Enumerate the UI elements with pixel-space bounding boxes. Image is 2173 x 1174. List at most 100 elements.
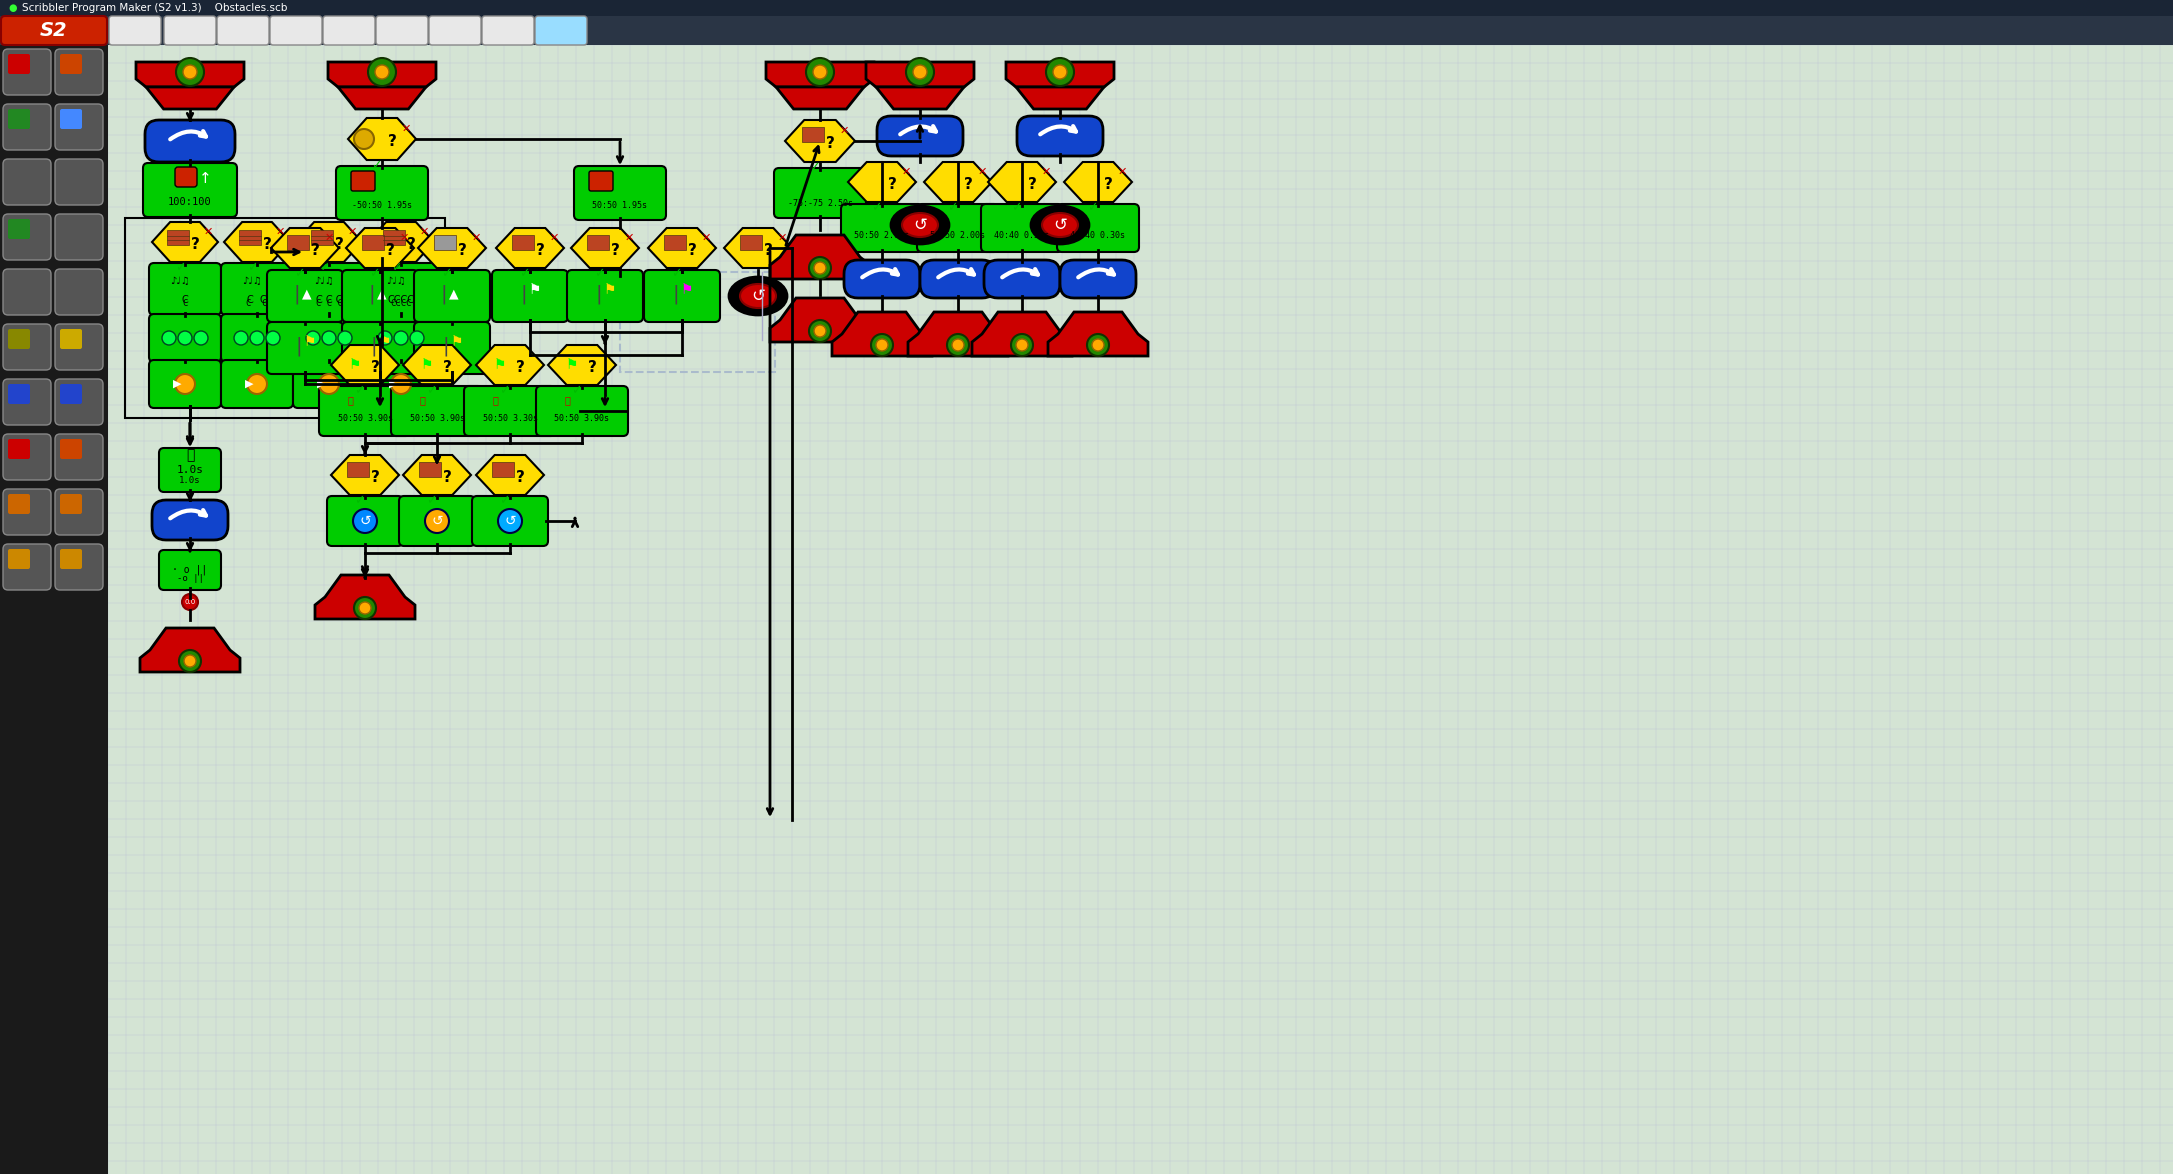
Circle shape <box>322 331 337 345</box>
Text: S2: S2 <box>39 20 67 40</box>
Text: 40:40 0.50s: 40:40 0.50s <box>995 230 1050 239</box>
Text: ?: ? <box>191 236 200 251</box>
Text: |: | <box>522 284 528 304</box>
Text: ✓: ✓ <box>296 268 304 281</box>
FancyBboxPatch shape <box>9 549 30 569</box>
Text: ?: ? <box>515 470 524 485</box>
Text: ↺: ↺ <box>913 216 928 234</box>
Text: ✕: ✕ <box>204 227 213 237</box>
Text: ↺: ↺ <box>430 514 443 528</box>
Text: ✓: ✓ <box>571 385 582 398</box>
FancyBboxPatch shape <box>2 434 50 480</box>
FancyBboxPatch shape <box>9 494 30 514</box>
Polygon shape <box>137 62 243 87</box>
FancyBboxPatch shape <box>61 54 83 74</box>
Circle shape <box>871 333 893 356</box>
FancyBboxPatch shape <box>167 230 189 245</box>
Circle shape <box>1045 58 1073 86</box>
Text: ?: ? <box>372 359 380 375</box>
FancyBboxPatch shape <box>150 360 222 409</box>
FancyBboxPatch shape <box>878 116 963 156</box>
Circle shape <box>176 58 204 86</box>
Circle shape <box>808 321 830 342</box>
Polygon shape <box>402 456 472 495</box>
Text: ↺: ↺ <box>752 286 765 305</box>
Polygon shape <box>346 228 415 268</box>
FancyBboxPatch shape <box>222 360 293 409</box>
Text: 50:50 3.30s: 50:50 3.30s <box>482 413 537 423</box>
FancyBboxPatch shape <box>54 104 102 150</box>
Polygon shape <box>315 575 415 619</box>
Text: ✓: ✓ <box>426 385 437 398</box>
Text: 1.0s: 1.0s <box>176 465 204 475</box>
FancyBboxPatch shape <box>109 16 161 45</box>
FancyBboxPatch shape <box>61 549 83 569</box>
Polygon shape <box>571 228 639 268</box>
Text: ✕: ✕ <box>624 232 635 243</box>
Text: 50:50 3.90s: 50:50 3.90s <box>409 413 465 423</box>
Polygon shape <box>224 222 289 262</box>
FancyBboxPatch shape <box>319 386 411 436</box>
Polygon shape <box>146 87 235 109</box>
Text: C  C: C C <box>248 295 267 305</box>
FancyBboxPatch shape <box>391 386 482 436</box>
Text: ?: ? <box>763 243 771 257</box>
Polygon shape <box>924 162 993 202</box>
Circle shape <box>876 339 889 351</box>
FancyBboxPatch shape <box>61 439 83 459</box>
Circle shape <box>952 339 965 351</box>
Text: |: | <box>296 336 302 356</box>
FancyBboxPatch shape <box>643 270 719 322</box>
FancyBboxPatch shape <box>109 45 2173 1174</box>
FancyBboxPatch shape <box>665 235 687 250</box>
FancyBboxPatch shape <box>382 230 404 245</box>
Text: -75:-75 2.50s: -75:-75 2.50s <box>787 198 852 208</box>
Polygon shape <box>876 87 965 109</box>
Text: ?: ? <box>406 236 415 251</box>
Circle shape <box>178 650 200 672</box>
FancyBboxPatch shape <box>9 220 30 239</box>
Ellipse shape <box>891 205 950 244</box>
Text: ✕: ✕ <box>702 232 711 243</box>
Polygon shape <box>769 235 869 279</box>
FancyBboxPatch shape <box>587 235 608 250</box>
FancyBboxPatch shape <box>61 220 83 239</box>
Text: ?: ? <box>963 176 974 191</box>
Text: ✕: ✕ <box>902 167 910 177</box>
Circle shape <box>411 331 424 345</box>
Text: ✓: ✓ <box>354 385 365 398</box>
Polygon shape <box>867 62 974 87</box>
FancyBboxPatch shape <box>54 214 102 259</box>
Text: 50:50 2.00s: 50:50 2.00s <box>930 230 987 239</box>
FancyBboxPatch shape <box>311 230 332 245</box>
Polygon shape <box>776 87 865 109</box>
Polygon shape <box>989 162 1056 202</box>
Text: ?: ? <box>443 470 452 485</box>
Text: ⚑: ⚑ <box>528 283 541 297</box>
FancyBboxPatch shape <box>352 171 376 191</box>
Polygon shape <box>330 456 400 495</box>
FancyBboxPatch shape <box>326 495 402 546</box>
Circle shape <box>359 602 372 614</box>
Text: ✓: ✓ <box>500 494 511 507</box>
Text: ✓: ✓ <box>519 268 530 281</box>
Circle shape <box>913 65 928 79</box>
Circle shape <box>815 325 826 337</box>
Text: ?: ? <box>263 236 272 251</box>
FancyBboxPatch shape <box>363 235 385 250</box>
Text: ✓: ✓ <box>441 268 452 281</box>
Text: 1.0s: 1.0s <box>178 475 200 485</box>
Polygon shape <box>476 456 543 495</box>
FancyBboxPatch shape <box>54 490 102 535</box>
FancyBboxPatch shape <box>293 263 365 315</box>
FancyBboxPatch shape <box>176 167 198 187</box>
Polygon shape <box>847 162 917 202</box>
FancyBboxPatch shape <box>535 16 587 45</box>
FancyBboxPatch shape <box>917 204 1000 252</box>
Text: ✓: ✓ <box>248 262 256 275</box>
Text: |: | <box>443 336 450 356</box>
Circle shape <box>1054 65 1067 79</box>
Ellipse shape <box>902 212 939 237</box>
Text: ✕: ✕ <box>276 227 285 237</box>
Polygon shape <box>548 345 615 385</box>
